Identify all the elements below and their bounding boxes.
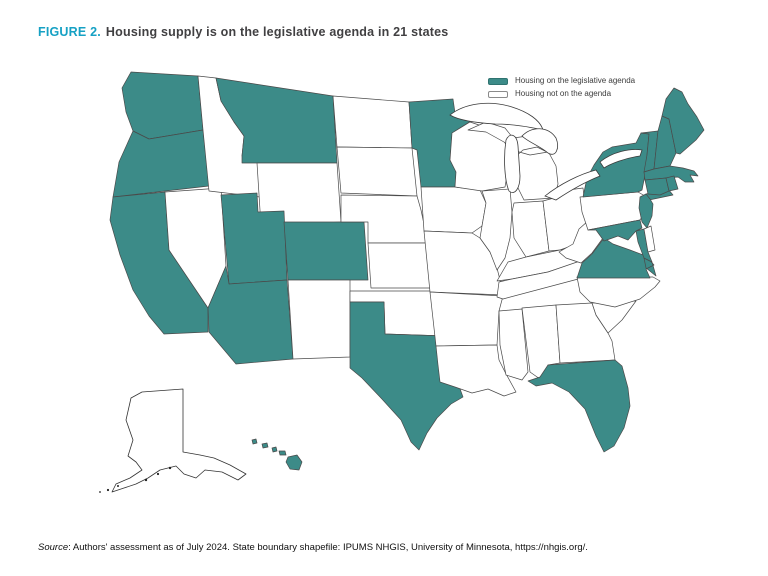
state-AZ bbox=[207, 265, 294, 365]
lake-ontario bbox=[599, 149, 643, 169]
legend-swatch-filled bbox=[488, 77, 508, 85]
state-NC bbox=[576, 276, 661, 308]
lake-huron bbox=[521, 128, 558, 155]
state-CO bbox=[283, 221, 369, 281]
map-legend: Housing on the legislative agenda Housin… bbox=[488, 76, 635, 99]
state-HI bbox=[251, 438, 303, 471]
figure-number-label: FIGURE 2. bbox=[38, 25, 101, 39]
figure-title: FIGURE 2. Housing supply is on the legisl… bbox=[38, 25, 448, 39]
legend-item-on-agenda: Housing on the legislative agenda bbox=[488, 76, 635, 86]
lake-michigan bbox=[504, 134, 521, 193]
state-IN bbox=[511, 200, 550, 258]
state-ND bbox=[332, 95, 413, 149]
state-MT bbox=[215, 77, 338, 164]
state-FL bbox=[527, 359, 631, 453]
state-AK bbox=[111, 388, 247, 493]
source-note: Source: Authors' assessment as of July 2… bbox=[38, 542, 588, 553]
state-RI bbox=[665, 175, 679, 192]
state-OR bbox=[112, 129, 210, 198]
state-IA bbox=[420, 186, 487, 234]
state-WA bbox=[121, 71, 204, 140]
legend-label: Housing on the legislative agenda bbox=[515, 76, 636, 85]
legend-swatch-outline bbox=[488, 90, 508, 98]
source-label: Source bbox=[38, 542, 69, 553]
state-SD bbox=[336, 146, 418, 197]
state-DE bbox=[643, 225, 656, 253]
legend-item-not-on-agenda: Housing not on the agenda bbox=[488, 89, 635, 99]
state-NM bbox=[287, 279, 351, 360]
lake-erie bbox=[544, 169, 601, 201]
state-TX bbox=[349, 301, 464, 451]
legend-label: Housing not on the agenda bbox=[515, 89, 612, 98]
state-IL bbox=[479, 188, 513, 271]
state-ME bbox=[661, 87, 705, 155]
figure-title-text: Housing supply is on the legislative age… bbox=[105, 25, 449, 39]
state-CT bbox=[644, 177, 670, 196]
state-KS bbox=[367, 242, 433, 289]
aleutian-islands bbox=[99, 466, 172, 493]
state-AR bbox=[429, 291, 504, 347]
state-NJ bbox=[638, 193, 654, 229]
source-text: : Authors' assessment as of July 2024. S… bbox=[68, 542, 588, 553]
state-LA bbox=[435, 344, 517, 397]
